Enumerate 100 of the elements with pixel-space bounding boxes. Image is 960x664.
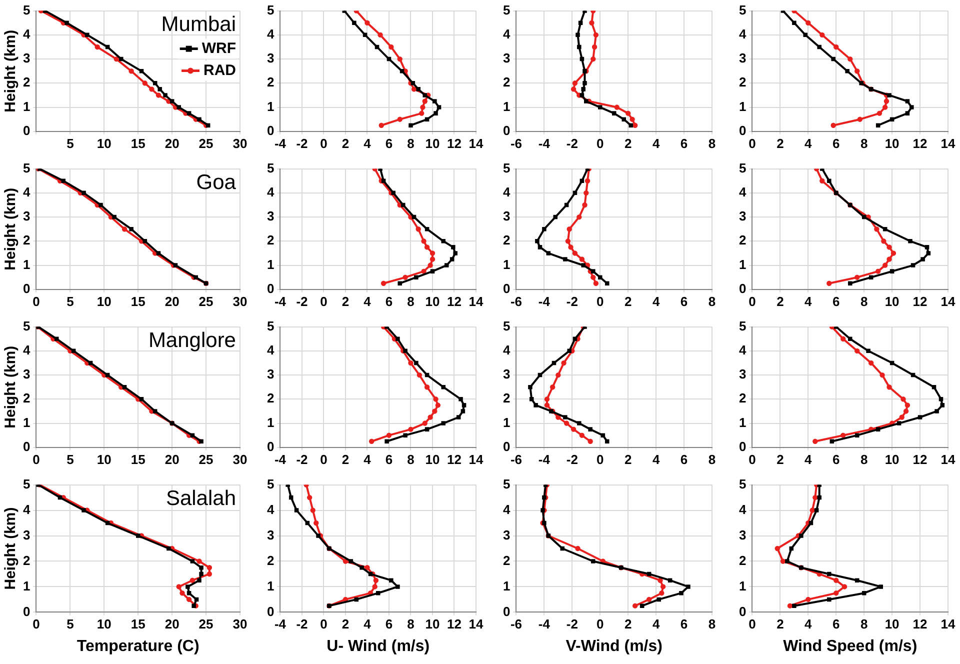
y-tick-label: 1 <box>22 578 30 594</box>
y-tick-label: 4 <box>738 502 747 517</box>
x-tick-label: 2 <box>342 294 350 309</box>
y-tick-label: 5 <box>266 476 274 492</box>
y-tick-label: 1 <box>22 414 30 430</box>
y-tick-label: 1 <box>22 98 30 114</box>
x-tick-label: -6 <box>510 616 522 632</box>
x-tick-label: 10 <box>425 294 440 309</box>
x-tick-label: -4 <box>274 294 287 309</box>
y-tick-label: 3 <box>266 208 274 224</box>
y-tick-label: 3 <box>738 366 746 382</box>
y-tick-label: 5 <box>22 476 30 492</box>
x-tick-label: 0 <box>320 452 328 467</box>
x-axis-title: Wind Speed (m/s) <box>783 638 918 655</box>
x-tick-label: 20 <box>164 136 180 151</box>
y-tick-label: 2 <box>22 390 30 406</box>
y-tick-label: 3 <box>738 208 746 224</box>
x-tick-label: 2 <box>342 616 350 632</box>
y-tick-label: 1 <box>738 414 746 430</box>
x-tick-label: -4 <box>274 136 287 151</box>
x-tick-label: 10 <box>884 294 900 309</box>
x-tick-label: 0 <box>320 616 328 632</box>
x-tick-label: 4 <box>364 452 372 467</box>
x-tick-label: 8 <box>860 452 868 467</box>
x-tick-label: 4 <box>652 136 660 151</box>
x-tick-label: 12 <box>912 294 928 309</box>
y-tick-label: 3 <box>502 366 510 382</box>
y-tick-label: 1 <box>266 414 274 430</box>
y-tick-label: 4 <box>738 342 747 358</box>
x-tick-label: 12 <box>912 452 928 467</box>
x-tick-label: 10 <box>884 616 900 632</box>
x-tick-label: -2 <box>296 136 308 151</box>
y-tick-label: 2 <box>502 390 510 406</box>
x-tick-label: 14 <box>940 452 956 467</box>
y-tick-label: 4 <box>22 26 31 42</box>
x-tick-label: -4 <box>274 616 287 632</box>
x-tick-label: 14 <box>940 616 956 632</box>
x-tick-label: -2 <box>296 452 308 467</box>
x-tick-label: 25 <box>198 452 214 467</box>
x-tick-label: 2 <box>624 294 632 309</box>
x-tick-label: 5 <box>66 136 74 151</box>
x-tick-label: -4 <box>274 452 287 467</box>
x-tick-label: 14 <box>468 616 484 632</box>
y-tick-label: 5 <box>266 160 274 176</box>
x-tick-label: 12 <box>447 616 462 632</box>
x-tick-label: 8 <box>860 616 868 632</box>
y-tick-label: 4 <box>738 26 747 42</box>
y-tick-label: 4 <box>22 184 31 200</box>
x-tick-label: 12 <box>912 616 928 632</box>
y-tick-label: 2 <box>502 552 510 568</box>
x-tick-label: 8 <box>708 616 716 632</box>
x-tick-label: 5 <box>66 452 74 467</box>
x-tick-label: -6 <box>510 452 522 467</box>
x-tick-label: 8 <box>407 294 414 309</box>
annotation: Salalah <box>166 487 236 510</box>
x-tick-label: 10 <box>96 294 112 309</box>
x-tick-label: 15 <box>130 452 146 467</box>
y-tick-label: 5 <box>266 2 274 18</box>
y-tick-label: 5 <box>22 160 30 176</box>
y-tick-label: 1 <box>266 98 274 114</box>
x-tick-label: -6 <box>510 136 522 151</box>
x-tick-label: -6 <box>510 294 522 309</box>
x-tick-label: -4 <box>538 136 551 151</box>
x-tick-label: 0 <box>596 136 604 151</box>
x-tick-label: 2 <box>624 452 632 467</box>
x-tick-label: 10 <box>425 136 440 151</box>
x-tick-label: 8 <box>708 136 716 151</box>
x-tick-label: 0 <box>320 294 328 309</box>
x-tick-label: -2 <box>566 616 578 632</box>
x-tick-label: 10 <box>96 452 112 467</box>
y-tick-label: 1 <box>266 578 274 594</box>
y-tick-label: 3 <box>266 366 274 382</box>
y-tick-label: 3 <box>738 527 746 542</box>
x-tick-label: 2 <box>342 452 350 467</box>
x-tick-label: 6 <box>680 616 688 632</box>
x-tick-label: 2 <box>776 452 784 467</box>
x-tick-label: 10 <box>96 616 112 632</box>
x-tick-label: 0 <box>320 136 328 151</box>
y-tick-label: 5 <box>502 2 510 18</box>
x-tick-label: 2 <box>776 294 784 309</box>
y-tick-label: 0 <box>22 280 30 296</box>
x-tick-label: 15 <box>130 294 146 309</box>
x-tick-label: 0 <box>596 616 604 632</box>
y-tick-label: 5 <box>502 160 510 176</box>
x-tick-label: 8 <box>860 136 868 151</box>
x-tick-label: 4 <box>804 452 813 467</box>
y-tick-label: 2 <box>266 74 274 90</box>
annotation: Goa <box>196 171 236 194</box>
x-tick-label: 30 <box>232 452 248 467</box>
y-tick-label: 3 <box>22 366 30 382</box>
y-tick-label: 4 <box>738 184 747 200</box>
y-tick-label: 3 <box>22 50 30 66</box>
x-tick-label: -2 <box>296 294 308 309</box>
y-tick-label: 0 <box>266 604 274 619</box>
y-tick-label: 0 <box>266 122 274 138</box>
y-tick-label: 2 <box>266 232 274 248</box>
x-tick-label: 10 <box>96 136 112 151</box>
y-tick-label: 1 <box>502 256 510 272</box>
y-tick-label: 4 <box>502 502 511 517</box>
y-tick-label: 3 <box>266 527 274 542</box>
